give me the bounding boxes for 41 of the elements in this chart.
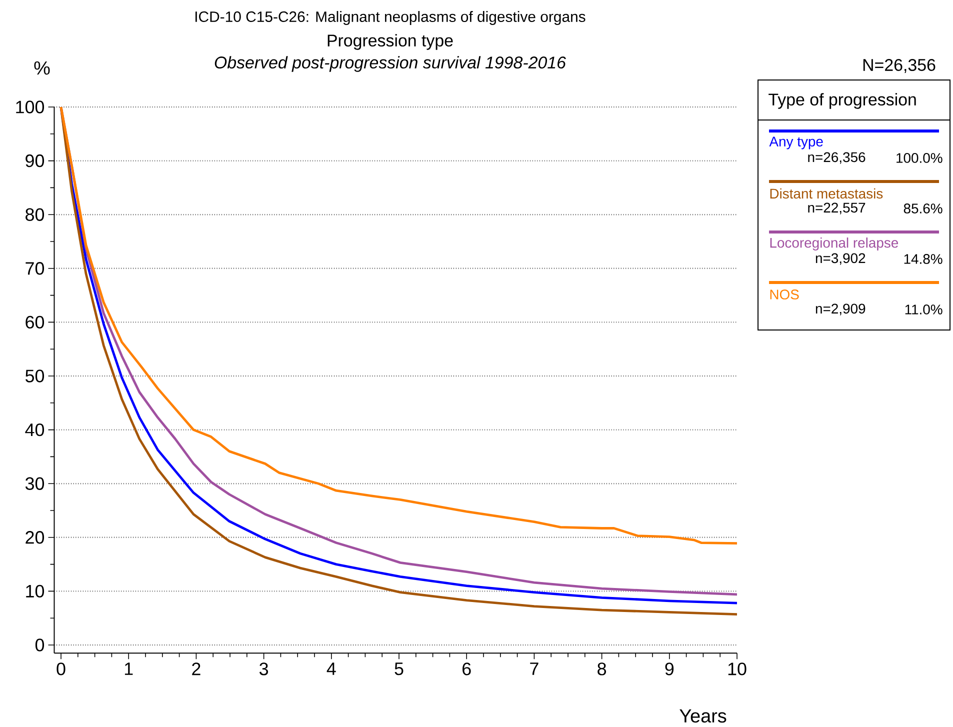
text: 85.6% [904, 204, 942, 214]
y-tick-label: 20 [26, 531, 44, 544]
y-tick-label: 80 [26, 208, 44, 221]
x-tick-label: 3 [260, 662, 268, 676]
x-tick-label: 9 [665, 662, 674, 676]
text: Distant metastasis [770, 188, 883, 199]
y-tick-label: 90 [26, 154, 44, 168]
y-tick-label: 60 [26, 316, 44, 329]
y-tick-label: 50 [25, 370, 44, 382]
text: n=26,356 [808, 152, 866, 164]
x-tick-label: 1 [124, 662, 133, 675]
x-tick-label: 10 [728, 662, 746, 676]
x-tick-label: 4 [326, 662, 336, 675]
x-tick-label: 8 [598, 662, 606, 676]
x-tick-label: 2 [192, 662, 200, 676]
y-tick-label: 100 [16, 100, 44, 114]
text: Observed post-progression survival 1998-2016 [214, 56, 566, 72]
text: 11.0% [905, 304, 942, 314]
text: NOS [770, 290, 799, 300]
y-tick-label: 10 [26, 584, 44, 598]
x-tick-label: 0 [56, 662, 66, 676]
text: n=3,902 [816, 253, 866, 265]
x-tick-label: 7 [530, 662, 538, 675]
text: N=26,356 [863, 58, 936, 73]
y-axis-title: % [34, 61, 50, 75]
y-tick-label: 40 [25, 423, 44, 436]
y-tick-label: 0 [35, 638, 44, 652]
chart-title: ICD-10 C15-C26: Malignant neoplasms of digestive organs [195, 11, 586, 25]
y-tick-label: 70 [26, 262, 44, 275]
text: Any type [769, 136, 823, 150]
x-tick-label: 6 [462, 662, 471, 676]
text: n=22,557 [808, 202, 866, 214]
text: 100.0% [896, 153, 942, 163]
x-tick-label: 5 [394, 662, 404, 676]
text: n=2,909 [816, 304, 866, 316]
text: Locoregional relapse [770, 237, 898, 250]
chart-subtitle: Progression type [328, 34, 453, 50]
text: 14.8% [904, 254, 942, 264]
legend-title: Type of progression [768, 93, 916, 109]
y-tick-label: 30 [25, 477, 44, 490]
x-axis-title: Years [680, 709, 726, 723]
